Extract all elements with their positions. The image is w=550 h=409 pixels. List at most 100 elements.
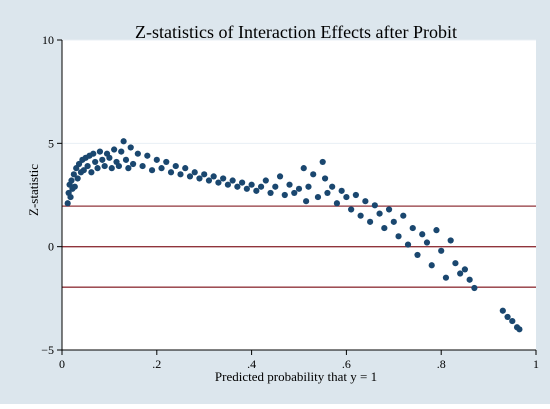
data-point <box>196 175 203 182</box>
data-point <box>148 167 156 174</box>
data-point <box>108 165 115 172</box>
data-point <box>357 212 364 219</box>
data-point <box>191 169 198 176</box>
data-point <box>272 183 279 190</box>
data-point <box>64 200 71 207</box>
data-point <box>144 152 151 159</box>
data-point <box>509 317 516 325</box>
y-tick-label: 0 <box>48 240 54 254</box>
data-point <box>234 183 241 190</box>
data-point <box>452 260 459 267</box>
data-point <box>122 156 130 163</box>
data-point <box>457 270 464 277</box>
data-point <box>499 307 506 314</box>
data-point <box>333 200 341 207</box>
data-point <box>71 183 78 190</box>
data-point <box>400 212 407 219</box>
data-point <box>381 224 388 232</box>
data-point <box>348 206 355 213</box>
data-point <box>343 193 350 201</box>
data-point <box>220 175 227 182</box>
data-point <box>442 274 450 281</box>
data-point <box>224 181 231 188</box>
data-point <box>106 154 113 161</box>
y-tick-label: −5 <box>41 343 54 357</box>
data-point <box>172 162 179 170</box>
data-point <box>419 231 426 238</box>
data-point <box>438 247 445 254</box>
data-point <box>210 173 217 180</box>
data-point <box>471 284 478 292</box>
data-point <box>466 276 473 283</box>
data-point <box>125 165 132 172</box>
data-point <box>70 171 77 178</box>
data-point <box>248 181 255 188</box>
data-point <box>286 181 293 188</box>
reference-lines <box>62 205 536 288</box>
data-point <box>84 162 91 170</box>
data-point <box>101 162 108 170</box>
data-point <box>92 158 99 166</box>
data-point <box>314 193 322 201</box>
data-point <box>243 185 250 192</box>
data-point <box>305 183 312 190</box>
data-point <box>303 198 310 205</box>
data-point <box>80 167 87 174</box>
data-point <box>321 175 329 182</box>
data-point <box>88 169 95 176</box>
data-point <box>115 162 122 170</box>
x-tick-label: .6 <box>342 357 351 371</box>
data-point <box>215 179 222 186</box>
data-point <box>371 202 378 209</box>
data-point <box>281 191 288 199</box>
data-point <box>362 198 369 205</box>
data-point <box>158 165 165 172</box>
data-point <box>134 150 141 157</box>
plot-area <box>62 40 536 350</box>
x-tick-label: .4 <box>247 357 256 371</box>
data-point <box>385 206 393 213</box>
data-point <box>130 160 137 168</box>
data-point <box>329 183 336 190</box>
data-point <box>67 193 74 201</box>
data-point <box>352 191 359 199</box>
data-point <box>205 177 213 184</box>
data-point <box>118 148 125 155</box>
data-point <box>68 177 75 184</box>
data-point <box>127 144 134 151</box>
data-point <box>390 218 397 225</box>
data-point <box>96 148 104 155</box>
y-axis-label: Z-statistic <box>26 164 41 216</box>
data-point <box>504 313 511 321</box>
data-point <box>404 241 412 248</box>
data-point <box>324 189 331 197</box>
data-point <box>376 210 383 217</box>
data-point <box>433 227 440 234</box>
data-point <box>291 189 298 197</box>
data-point <box>262 177 269 184</box>
data-point <box>201 171 208 178</box>
data-point <box>229 177 236 184</box>
data-point <box>186 173 194 180</box>
data-point <box>409 224 416 232</box>
data-point <box>267 189 274 197</box>
data-point <box>94 165 101 172</box>
data-point <box>310 171 317 178</box>
data-point <box>447 237 454 244</box>
data-point <box>295 185 303 192</box>
data-point <box>319 158 326 166</box>
data-point <box>120 138 127 145</box>
data-point <box>153 156 160 163</box>
data-point <box>367 218 374 225</box>
data-point <box>75 160 83 168</box>
data-point <box>300 165 307 172</box>
data-point <box>428 262 435 269</box>
data-point <box>239 179 246 186</box>
data-point <box>414 251 421 259</box>
x-tick-label: 1 <box>533 357 539 371</box>
y-tick-label: 5 <box>48 136 54 150</box>
data-point <box>516 326 523 333</box>
data-point <box>338 187 345 194</box>
